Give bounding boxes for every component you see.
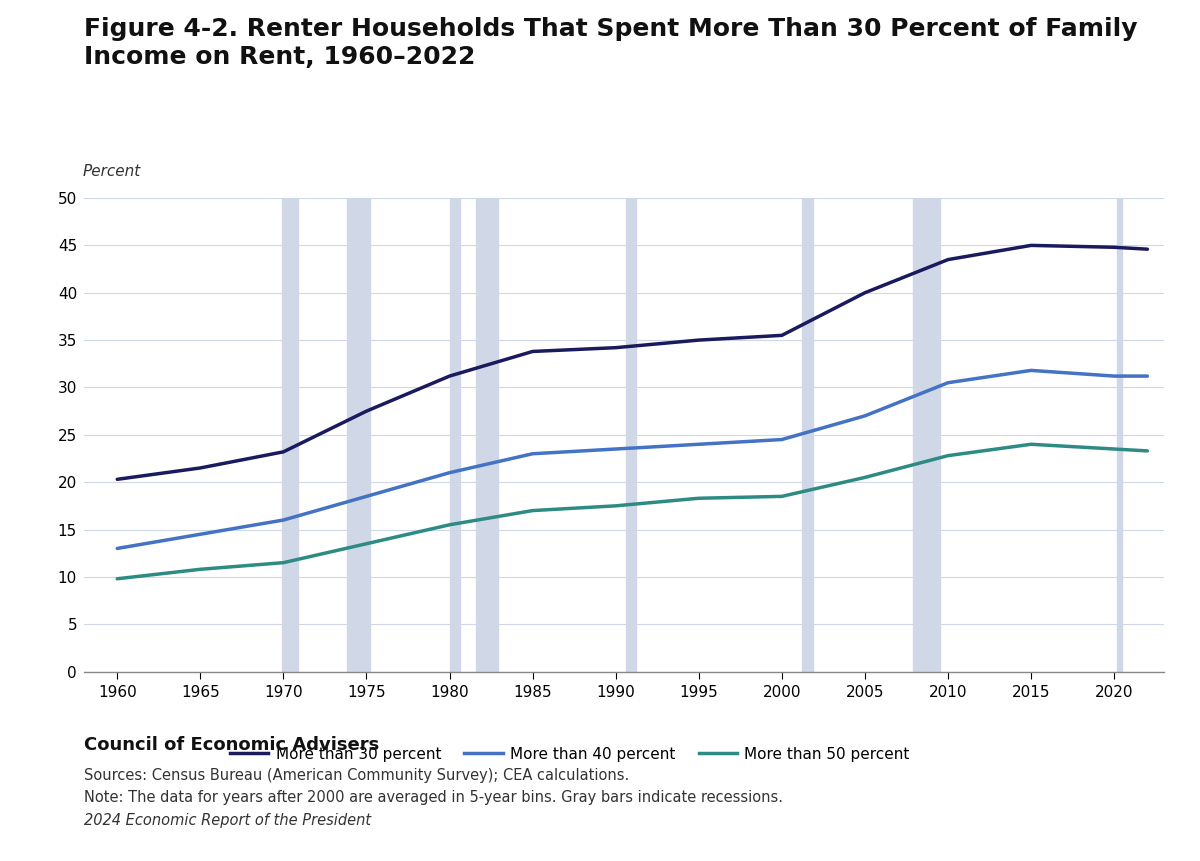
Bar — [802, 198, 814, 672]
Text: Note: The data for years after 2000 are averaged in 5-year bins. Gray bars indic: Note: The data for years after 2000 are … — [84, 790, 784, 805]
More than 30 percent — [775, 330, 790, 340]
Bar — [282, 198, 299, 672]
More than 30 percent — [443, 371, 457, 381]
More than 30 percent — [691, 335, 706, 345]
Text: Percent: Percent — [83, 164, 142, 179]
More than 50 percent — [608, 500, 623, 511]
More than 50 percent — [1140, 446, 1154, 456]
More than 50 percent — [1024, 439, 1038, 449]
More than 40 percent — [276, 515, 290, 525]
More than 50 percent — [775, 491, 790, 501]
More than 50 percent — [359, 539, 373, 549]
More than 40 percent — [526, 449, 540, 459]
Bar — [450, 198, 460, 672]
More than 30 percent — [276, 447, 290, 457]
Bar — [347, 198, 370, 672]
More than 50 percent — [276, 558, 290, 568]
Legend: More than 30 percent, More than 40 percent, More than 50 percent: More than 30 percent, More than 40 perce… — [224, 740, 916, 768]
Text: Council of Economic Advisers: Council of Economic Advisers — [84, 736, 379, 754]
More than 40 percent — [608, 444, 623, 455]
More than 30 percent — [1024, 240, 1038, 251]
More than 50 percent — [526, 505, 540, 516]
More than 40 percent — [359, 491, 373, 501]
More than 40 percent — [110, 543, 125, 554]
Line: More than 50 percent: More than 50 percent — [118, 444, 1147, 579]
Line: More than 40 percent: More than 40 percent — [118, 370, 1147, 548]
More than 40 percent — [775, 434, 790, 444]
More than 30 percent — [110, 474, 125, 485]
More than 50 percent — [443, 519, 457, 530]
More than 50 percent — [193, 564, 208, 574]
More than 40 percent — [443, 468, 457, 478]
More than 40 percent — [1106, 371, 1121, 381]
More than 30 percent — [193, 463, 208, 474]
More than 40 percent — [1024, 365, 1038, 375]
More than 50 percent — [941, 450, 955, 461]
More than 30 percent — [608, 343, 623, 353]
Text: 2024 Economic Report of the President: 2024 Economic Report of the President — [84, 813, 371, 827]
Bar — [1117, 198, 1122, 672]
Bar — [913, 198, 940, 672]
More than 50 percent — [691, 493, 706, 504]
More than 30 percent — [1106, 242, 1121, 252]
More than 30 percent — [359, 406, 373, 416]
More than 30 percent — [858, 288, 872, 298]
More than 30 percent — [941, 254, 955, 264]
More than 30 percent — [526, 346, 540, 356]
Bar — [625, 198, 636, 672]
More than 30 percent — [1140, 244, 1154, 254]
More than 50 percent — [1106, 444, 1121, 455]
More than 40 percent — [1140, 371, 1154, 381]
Text: Sources: Census Bureau (American Community Survey); CEA calculations.: Sources: Census Bureau (American Communi… — [84, 768, 629, 783]
More than 50 percent — [110, 573, 125, 584]
More than 40 percent — [691, 439, 706, 449]
Text: Figure 4-2. Renter Households That Spent More Than 30 Percent of Family
Income o: Figure 4-2. Renter Households That Spent… — [84, 17, 1138, 69]
More than 40 percent — [941, 377, 955, 387]
Bar — [476, 198, 498, 672]
Line: More than 30 percent: More than 30 percent — [118, 245, 1147, 480]
More than 40 percent — [858, 411, 872, 421]
More than 40 percent — [193, 529, 208, 539]
More than 50 percent — [858, 472, 872, 482]
